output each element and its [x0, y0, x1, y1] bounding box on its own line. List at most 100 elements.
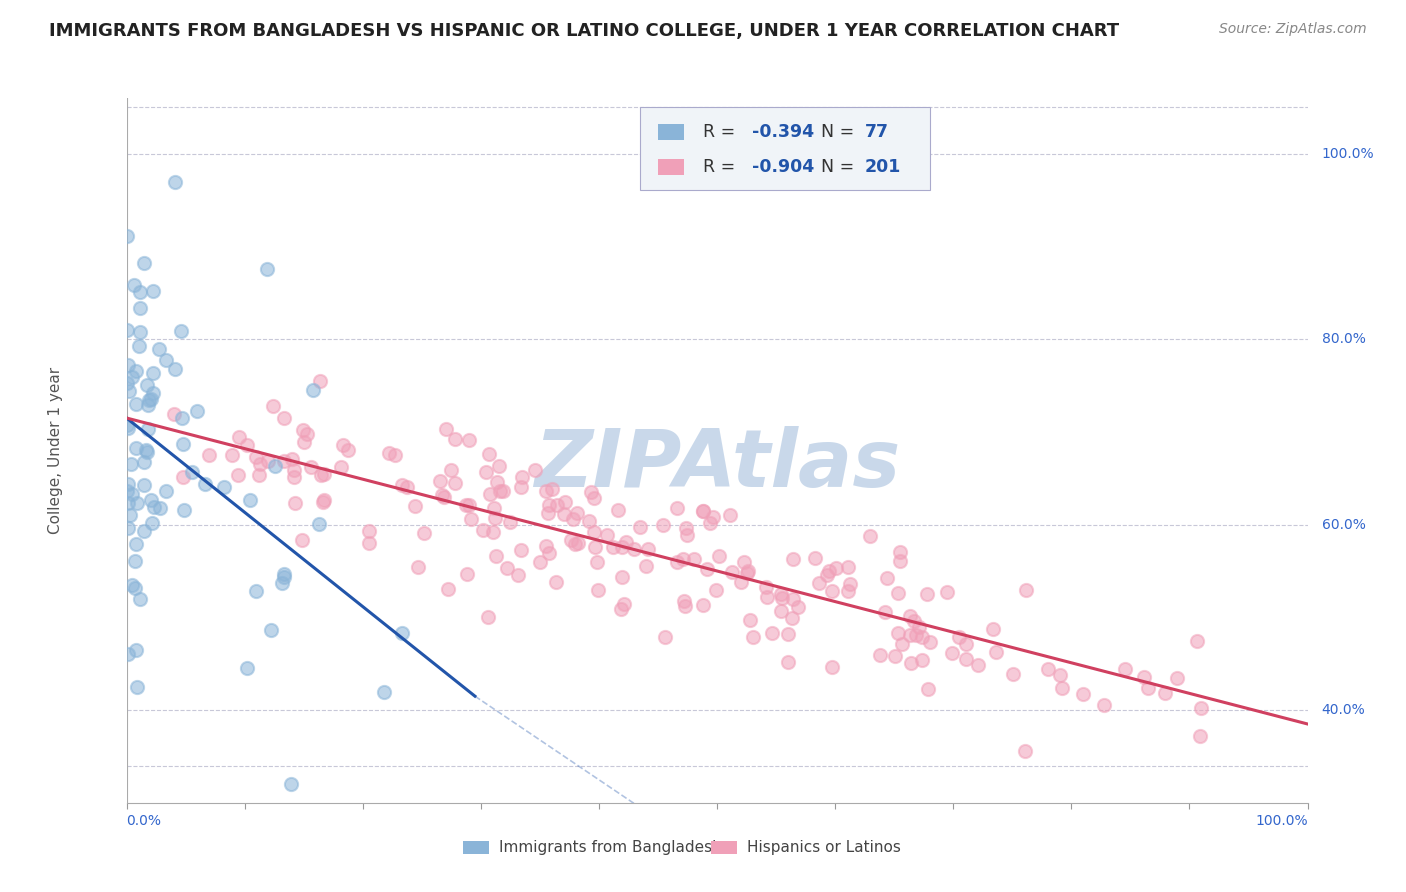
Point: [692, 504, 714, 518]
Point: [560, 533, 582, 548]
Point: [173, 502, 195, 516]
Point: [329, 460, 352, 475]
Point: [582, 491, 605, 505]
Point: [654, 630, 676, 644]
Point: [291, 424, 314, 438]
Point: [155, 483, 177, 498]
Point: [553, 507, 575, 521]
Point: [284, 496, 307, 510]
Point: [675, 528, 697, 542]
Point: [478, 447, 501, 461]
Point: [249, 458, 271, 472]
Point: [391, 626, 413, 640]
Point: [704, 582, 727, 597]
Point: [163, 408, 186, 422]
Point: [628, 520, 651, 534]
Point: [903, 614, 925, 628]
FancyBboxPatch shape: [658, 124, 683, 140]
Point: [221, 449, 243, 463]
Point: [384, 448, 406, 462]
Point: [602, 540, 624, 554]
Point: [172, 410, 194, 425]
Point: [546, 575, 568, 590]
Point: [887, 586, 910, 600]
Point: [312, 467, 335, 481]
Point: [117, 496, 139, 510]
Point: [869, 648, 891, 662]
Point: [125, 537, 148, 551]
Point: [524, 463, 547, 477]
Point: [529, 555, 551, 569]
Point: [1154, 686, 1177, 700]
Text: 100.0%: 100.0%: [1256, 814, 1308, 828]
Point: [815, 567, 838, 582]
Point: [115, 483, 138, 498]
Point: [821, 583, 844, 598]
Point: [541, 482, 564, 496]
Point: [117, 229, 139, 244]
Point: [454, 498, 477, 512]
FancyBboxPatch shape: [640, 106, 929, 190]
Point: [142, 366, 165, 380]
Point: [312, 493, 335, 508]
Point: [125, 441, 148, 455]
Point: [180, 466, 202, 480]
Point: [780, 611, 803, 625]
Point: [889, 545, 911, 559]
Point: [228, 468, 250, 483]
Text: -0.394: -0.394: [752, 123, 814, 141]
Point: [538, 546, 561, 560]
Point: [1014, 744, 1036, 758]
Point: [586, 555, 609, 569]
Point: [170, 324, 193, 338]
Point: [357, 536, 380, 550]
Point: [955, 637, 977, 651]
Point: [770, 587, 793, 601]
Point: [818, 565, 841, 579]
Point: [128, 325, 150, 339]
Point: [755, 590, 778, 604]
Point: [124, 581, 146, 595]
Point: [1050, 681, 1073, 695]
Point: [898, 608, 921, 623]
Point: [283, 463, 305, 477]
Point: [135, 444, 157, 458]
Point: [839, 576, 862, 591]
Text: 100.0%: 100.0%: [1322, 147, 1375, 161]
Point: [295, 426, 318, 441]
Point: [249, 467, 271, 482]
Point: [117, 647, 139, 661]
Point: [273, 453, 295, 467]
Text: -0.904: -0.904: [752, 158, 814, 177]
Point: [485, 475, 508, 490]
Point: [804, 551, 827, 566]
Point: [915, 587, 938, 601]
Point: [477, 609, 499, 624]
Point: [117, 521, 139, 535]
Point: [433, 490, 456, 504]
Point: [666, 555, 689, 569]
Point: [256, 262, 278, 277]
Point: [887, 625, 910, 640]
Point: [898, 628, 921, 642]
Point: [911, 630, 934, 644]
Point: [141, 516, 163, 531]
Point: [125, 643, 148, 657]
Point: [825, 561, 848, 575]
Point: [212, 481, 235, 495]
Point: [128, 339, 150, 353]
Point: [292, 434, 315, 449]
Point: [117, 358, 139, 372]
Point: [271, 576, 294, 591]
Point: [456, 566, 478, 581]
Point: [115, 322, 138, 336]
Point: [538, 498, 561, 512]
Point: [264, 459, 287, 474]
Point: [807, 576, 830, 591]
FancyBboxPatch shape: [463, 841, 489, 854]
Point: [837, 583, 859, 598]
Point: [537, 506, 560, 520]
Point: [308, 516, 330, 531]
Point: [675, 521, 697, 535]
Point: [875, 605, 897, 619]
